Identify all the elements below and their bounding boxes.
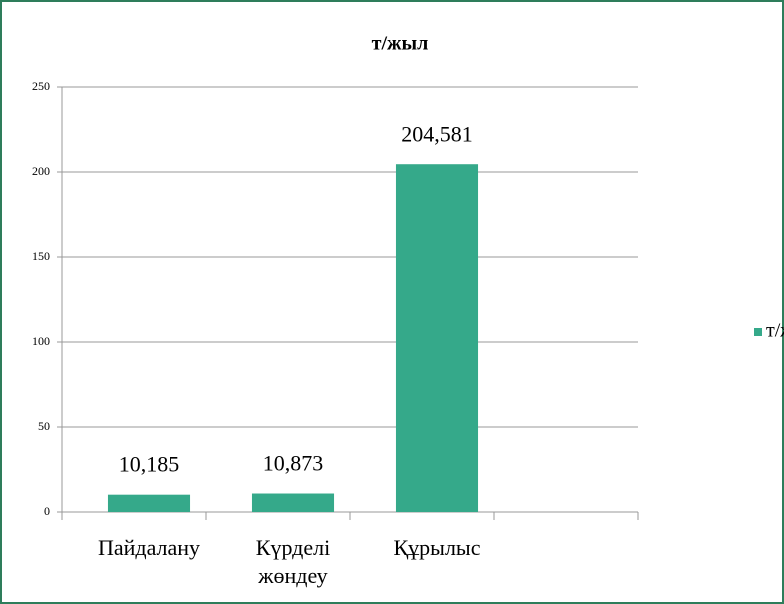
y-tick-label: 0 <box>44 504 50 518</box>
y-tick-label: 150 <box>32 249 50 263</box>
data-label: 204,581 <box>401 121 473 146</box>
x-tick-label: Күрделі жөндеу <box>255 535 331 588</box>
bar <box>107 494 191 512</box>
y-tick-label: 100 <box>32 334 50 348</box>
y-tick-label: 50 <box>38 419 50 433</box>
legend-label: т/жыл <box>766 320 784 342</box>
bar <box>251 493 335 512</box>
chart-title: т/жыл <box>372 33 429 55</box>
x-tick-label: Құрылыс <box>393 535 481 560</box>
data-label: 10,873 <box>263 451 324 476</box>
y-tick-label: 250 <box>32 79 50 93</box>
bar <box>395 164 479 513</box>
y-tick-label: 200 <box>32 164 50 178</box>
data-label: 10,185 <box>119 452 180 477</box>
x-tick-label: Пайдалану <box>97 535 201 560</box>
legend-swatch <box>754 328 762 336</box>
